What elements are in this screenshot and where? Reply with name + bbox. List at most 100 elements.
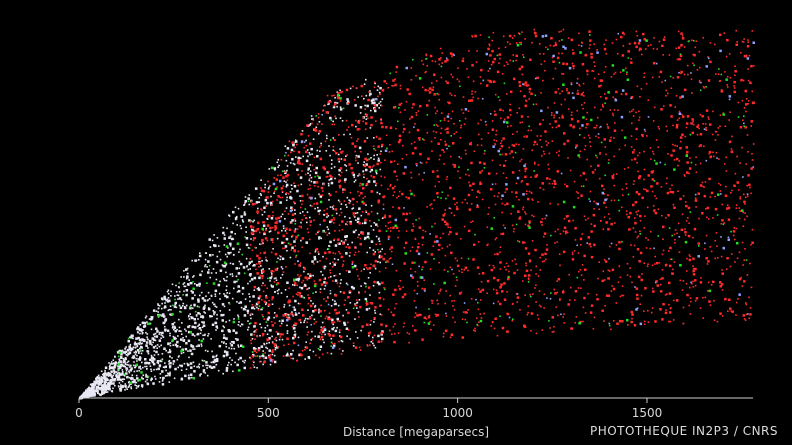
galaxy-point <box>278 320 281 322</box>
galaxy-point <box>165 349 167 352</box>
galaxy-point <box>343 158 346 161</box>
galaxy-point <box>141 377 143 380</box>
galaxy-point <box>198 306 201 308</box>
galaxy-point <box>515 195 518 198</box>
galaxy-point <box>331 176 333 178</box>
galaxy-point <box>308 196 312 199</box>
galaxy-point <box>687 217 689 219</box>
galaxy-point <box>204 312 206 314</box>
galaxy-point <box>93 393 97 396</box>
galaxy-point <box>310 339 312 341</box>
galaxy-point <box>583 148 586 151</box>
galaxy-point <box>717 73 720 75</box>
galaxy-point <box>553 179 556 183</box>
galaxy-point <box>337 199 340 202</box>
galaxy-point <box>196 284 199 287</box>
galaxy-point <box>207 333 210 335</box>
galaxy-point <box>223 237 226 240</box>
galaxy-point <box>221 319 224 322</box>
galaxy-point <box>581 41 583 44</box>
galaxy-point <box>363 282 366 284</box>
galaxy-point <box>312 310 315 313</box>
galaxy-point <box>340 151 343 154</box>
galaxy-point <box>170 295 172 297</box>
galaxy-point <box>351 123 354 127</box>
galaxy-point <box>254 305 257 307</box>
galaxy-point <box>229 245 232 247</box>
galaxy-point <box>307 172 309 174</box>
galaxy-point <box>268 354 270 357</box>
galaxy-point <box>161 358 164 360</box>
galaxy-point <box>214 295 217 297</box>
galaxy-point <box>403 262 406 265</box>
galaxy-point <box>745 302 747 304</box>
galaxy-point <box>186 276 189 279</box>
galaxy-point <box>198 285 201 287</box>
galaxy-point <box>223 350 227 353</box>
galaxy-point <box>333 222 335 224</box>
galaxy-point <box>349 87 352 90</box>
galaxy-point <box>679 197 682 201</box>
galaxy-point <box>413 194 415 197</box>
galaxy-point <box>158 364 162 367</box>
galaxy-point <box>140 384 144 387</box>
galaxy-point <box>518 32 520 34</box>
galaxy-point <box>345 235 348 238</box>
galaxy-point <box>108 362 110 364</box>
galaxy-point <box>332 261 334 264</box>
galaxy-point <box>448 233 450 236</box>
galaxy-point <box>679 96 682 99</box>
galaxy-point <box>309 174 311 177</box>
galaxy-point <box>295 140 298 143</box>
galaxy-point <box>709 123 712 126</box>
galaxy-point <box>434 137 436 139</box>
galaxy-point <box>156 360 160 363</box>
galaxy-point <box>684 240 688 244</box>
galaxy-point <box>164 318 168 321</box>
galaxy-point <box>365 183 369 186</box>
galaxy-point <box>249 356 251 359</box>
galaxy-point <box>359 237 362 240</box>
galaxy-point <box>134 381 136 384</box>
galaxy-point <box>194 310 197 313</box>
galaxy-point <box>237 285 240 288</box>
galaxy-point <box>145 341 149 344</box>
galaxy-point <box>667 153 669 155</box>
galaxy-point <box>743 122 745 125</box>
galaxy-point <box>100 370 103 373</box>
galaxy-point <box>166 290 169 293</box>
galaxy-point <box>269 354 271 356</box>
galaxy-point <box>224 253 227 256</box>
galaxy-point <box>378 237 380 240</box>
galaxy-point <box>664 263 668 267</box>
galaxy-point <box>343 321 346 325</box>
galaxy-point <box>274 225 277 228</box>
galaxy-point <box>266 342 268 345</box>
galaxy-point <box>642 135 644 138</box>
galaxy-point <box>223 261 227 264</box>
galaxy-point <box>505 262 508 265</box>
galaxy-point <box>449 336 452 339</box>
galaxy-point <box>618 209 620 212</box>
galaxy-point <box>497 300 499 303</box>
galaxy-point <box>605 52 607 55</box>
galaxy-point <box>563 313 565 315</box>
galaxy-point <box>300 353 303 357</box>
galaxy-point <box>680 44 683 47</box>
galaxy-point <box>398 103 402 106</box>
galaxy-point <box>250 238 252 240</box>
galaxy-point <box>599 153 601 155</box>
galaxy-point <box>145 344 148 346</box>
galaxy-point <box>114 370 116 373</box>
galaxy-point <box>187 377 191 380</box>
galaxy-point <box>352 342 355 344</box>
galaxy-point <box>384 159 386 161</box>
galaxy-point <box>454 203 456 206</box>
galaxy-point <box>622 45 625 47</box>
galaxy-point <box>334 262 337 264</box>
galaxy-point <box>250 322 252 324</box>
galaxy-point <box>681 213 684 216</box>
galaxy-point <box>252 354 255 357</box>
galaxy-point <box>245 257 248 260</box>
galaxy-point <box>556 241 559 243</box>
